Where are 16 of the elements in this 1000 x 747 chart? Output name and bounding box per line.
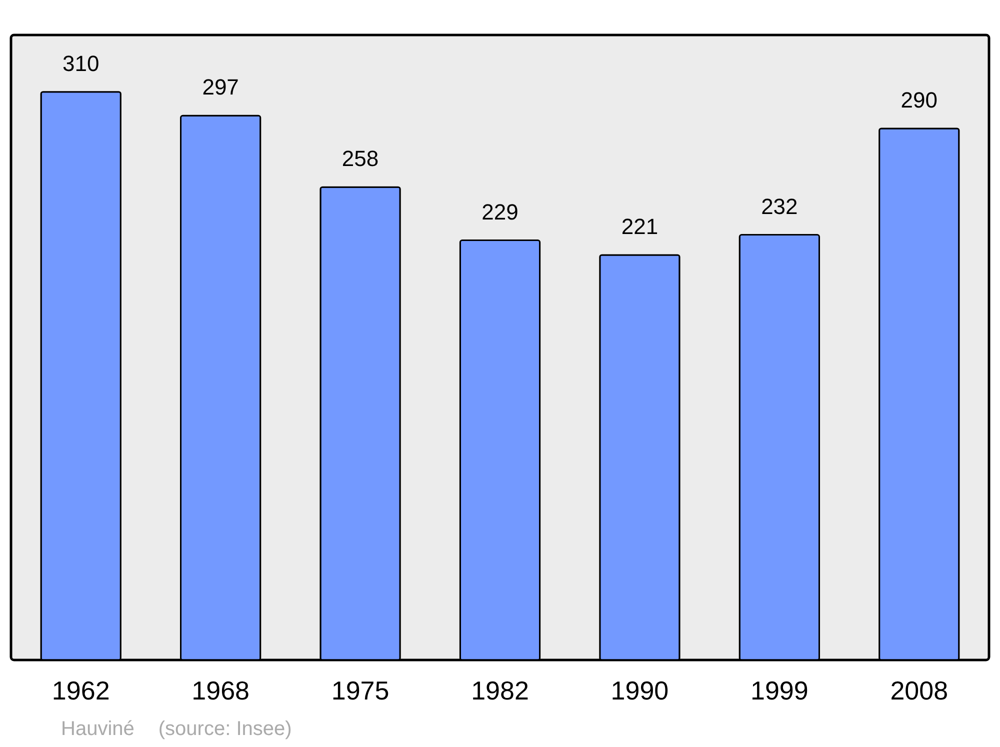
x-tick-label: 2008 xyxy=(890,676,948,706)
x-tick-label: 1999 xyxy=(750,676,808,706)
data-label: 229 xyxy=(482,199,518,224)
data-label: 232 xyxy=(761,194,798,219)
data-label: 221 xyxy=(621,214,658,239)
x-tick-label: 1990 xyxy=(610,676,669,706)
x-tick-label: 1975 xyxy=(331,676,390,706)
x-tick-label: 1962 xyxy=(52,676,110,706)
x-tick-label: 1968 xyxy=(192,676,250,706)
data-label: 297 xyxy=(202,74,239,100)
data-label: 258 xyxy=(342,146,379,172)
text: (source: Insee) xyxy=(158,718,292,740)
x-tick-label: 1982 xyxy=(471,676,529,706)
data-label: 310 xyxy=(62,50,100,76)
data-label: 290 xyxy=(900,87,938,112)
text: Hauviné xyxy=(61,718,134,740)
